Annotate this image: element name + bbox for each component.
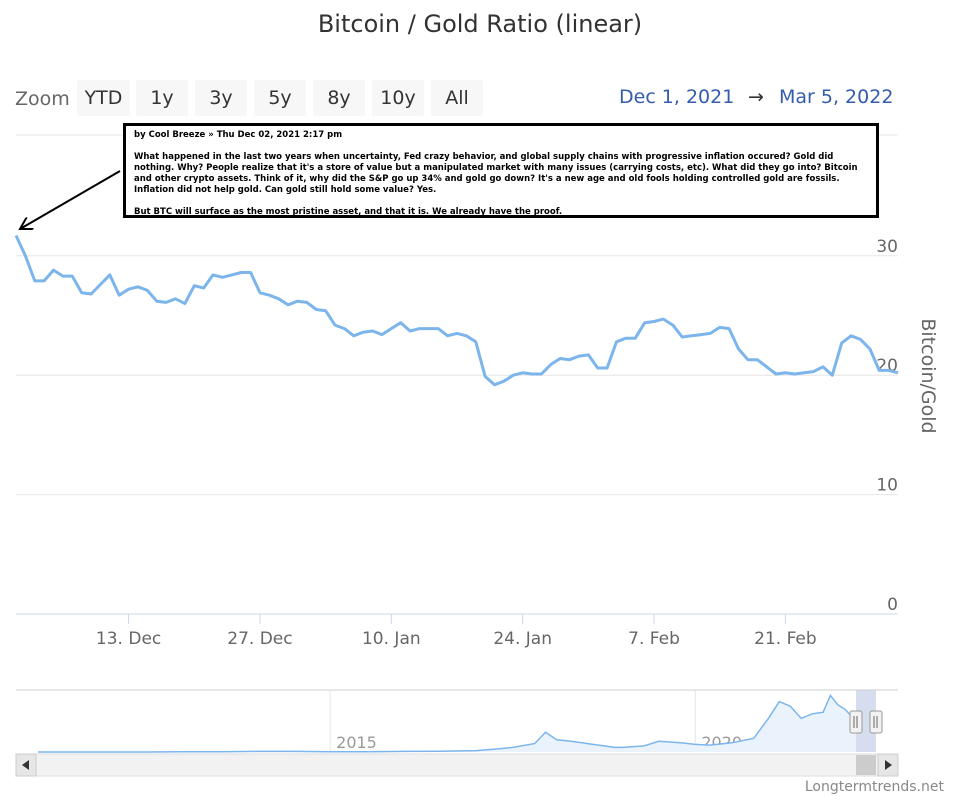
x-tick-label: 24. Jan (493, 629, 552, 649)
navigator-left-handle[interactable] (849, 710, 863, 734)
x-tick-label: 10. Jan (362, 629, 421, 649)
zoom-all-button[interactable]: All (431, 80, 483, 116)
x-tick-label: 21. Feb (754, 629, 817, 649)
navigator-x-label: 2015 (336, 733, 377, 752)
chevron-left-icon (22, 760, 29, 770)
zoom-3y-button[interactable]: 3y (195, 80, 247, 116)
zoom-ytd-button[interactable]: YTD (77, 80, 130, 116)
range-from-input[interactable]: Dec 1, 2021 (619, 86, 735, 108)
navigator-selection-mask[interactable] (856, 690, 876, 752)
y-axis-title: Bitcoin/Gold (917, 318, 939, 433)
y-tick-label: 30 (876, 237, 898, 257)
scrollbar-track[interactable] (15, 753, 899, 777)
range-arrow: → (748, 86, 764, 108)
zoom-1y-button[interactable]: 1y (136, 80, 188, 116)
x-tick-label: 7. Feb (628, 629, 680, 649)
annotation-box: by Cool Breeze » Thu Dec 02, 2021 2:17 p… (123, 123, 879, 218)
annotation-body: What happened in the last two years when… (134, 152, 858, 195)
navigator-area (38, 695, 856, 752)
range-to-input[interactable]: Mar 5, 2022 (779, 86, 894, 108)
series-line-bitcoin-gold (14, 234, 899, 387)
annotation-footer: But BTC will surface as the most pristin… (134, 207, 563, 217)
x-tick-label: 13. Dec (96, 629, 161, 649)
credit-link[interactable]: Longtermtrends.net (804, 779, 944, 795)
navigator-line (38, 694, 857, 753)
zoom-5y-button[interactable]: 5y (254, 80, 306, 116)
zoom-label: Zoom (15, 88, 70, 110)
navigator[interactable]: 2015 2020 (16, 689, 898, 753)
annotation-header: by Cool Breeze » Thu Dec 02, 2021 2:17 p… (134, 130, 343, 140)
chart-title: Bitcoin / Gold Ratio (linear) (317, 10, 643, 38)
chevron-right-icon (885, 760, 892, 770)
navigator-right-handle[interactable] (869, 710, 883, 734)
annotation-arrow (20, 170, 121, 229)
scrollbar-thumb[interactable] (856, 755, 876, 775)
zoom-8y-button[interactable]: 8y (313, 80, 365, 116)
scrollbar[interactable] (15, 753, 899, 777)
x-tick-label: 27. Dec (227, 629, 292, 649)
y-tick-label: 0 (887, 595, 898, 615)
zoom-10y-button[interactable]: 10y (372, 80, 424, 116)
x-axis-ticks: 13. Dec 27. Dec 10. Jan 24. Jan 7. Feb 21. Fe… (96, 614, 817, 649)
y-tick-label: 10 (876, 476, 898, 496)
